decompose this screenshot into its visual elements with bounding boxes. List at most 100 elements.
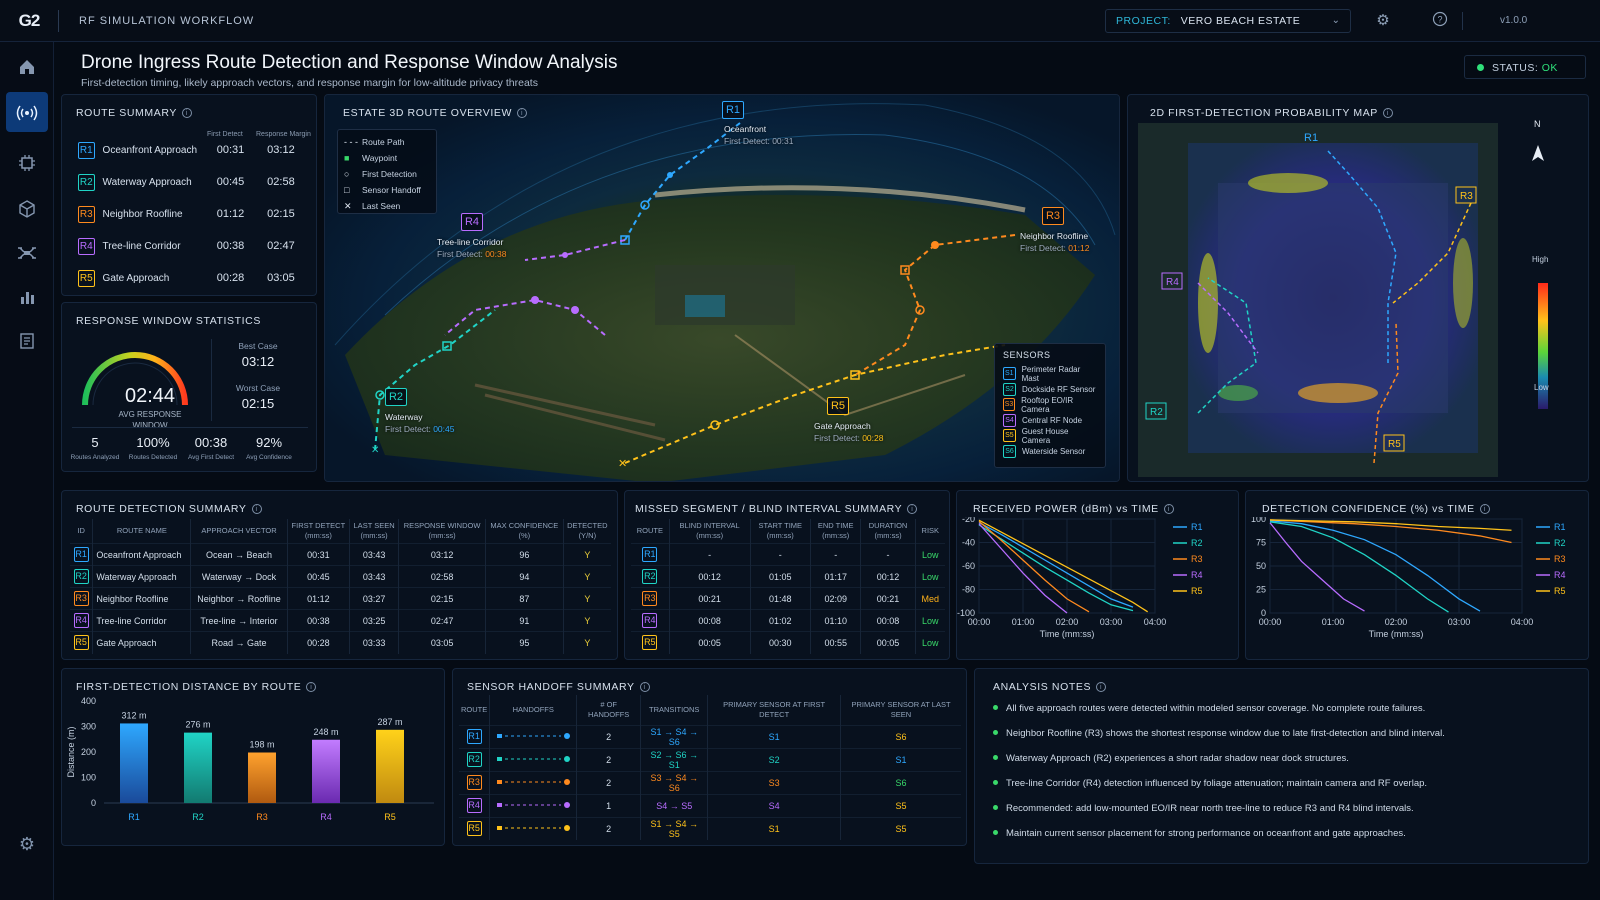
route-summary-row[interactable]: R1 Oceanfront Approach 00:31 03:12 bbox=[78, 137, 310, 163]
table-row[interactable]: R1 - - - - Low bbox=[631, 543, 945, 566]
bar-value-label: 312 m bbox=[121, 710, 146, 720]
cube-icon[interactable] bbox=[6, 188, 48, 228]
x-tick-label: 01:00 bbox=[1322, 617, 1345, 627]
transitions: S1 → S4 → S5 bbox=[640, 816, 709, 840]
column-header: RESPONSE WINDOW (mm:ss) bbox=[398, 519, 487, 544]
approach-vector: Neighbor → Roofline bbox=[190, 587, 288, 610]
info-icon[interactable]: i bbox=[251, 504, 262, 514]
table-row[interactable]: R5 Gate Approach Road → Gate 00:28 03:33… bbox=[70, 631, 611, 654]
panel-title: SENSOR HANDOFF SUMMARY i bbox=[467, 681, 650, 693]
approach-vector: Tree-line → Interior bbox=[190, 609, 288, 632]
sensor-item[interactable]: S1 Perimeter Radar Mast bbox=[1003, 365, 1097, 383]
rf-signal-icon[interactable] bbox=[6, 92, 48, 132]
route-name: Tree-line Corridor bbox=[92, 609, 192, 632]
info-icon[interactable]: i bbox=[1163, 504, 1174, 514]
missed-segment-table: ROUTE BLIND INTERVAL (mm:ss) START TIME (mm:… bbox=[631, 519, 945, 654]
help-icon[interactable]: ? bbox=[1430, 11, 1450, 31]
legend-item: ✕ Last Seen bbox=[344, 198, 430, 214]
table-row[interactable]: R2 00:12 01:05 01:17 00:12 Low bbox=[631, 565, 945, 588]
note-text: All five approach routes were detected w… bbox=[1006, 703, 1426, 714]
table-row[interactable]: R2 Waterway Approach Waterway → Dock 00:… bbox=[70, 565, 611, 588]
legend-symbol-icon: ■ bbox=[344, 153, 350, 163]
route-summary-row[interactable]: R4 Tree-line Corridor 00:38 02:47 bbox=[78, 233, 310, 259]
route-summary-row[interactable]: R3 Neighbor Roofline 01:12 02:15 bbox=[78, 201, 310, 227]
info-icon[interactable]: i bbox=[181, 108, 192, 118]
route-badge: R4 bbox=[73, 613, 89, 628]
first-detect-value: 01:12 bbox=[216, 208, 245, 220]
handoff-sequence-icon bbox=[489, 747, 578, 771]
risk-level: Low bbox=[915, 543, 945, 566]
table-row[interactable]: R4 Tree-line Corridor Tree-line → Interi… bbox=[70, 609, 611, 632]
first-detect-value: 00:38 bbox=[216, 240, 245, 252]
route-summary-row[interactable]: R2 Waterway Approach 00:45 02:58 bbox=[78, 169, 310, 195]
table-row[interactable]: R5 2 S1 → S4 → S5 S1 S5 bbox=[459, 816, 961, 840]
table-row[interactable]: R3 00:21 01:48 02:09 00:21 Med bbox=[631, 587, 945, 610]
home-icon[interactable] bbox=[6, 46, 48, 86]
table-row[interactable]: R4 00:08 01:02 01:10 00:08 Low bbox=[631, 609, 945, 632]
route-name: Oceanfront Approach bbox=[102, 144, 198, 156]
info-icon[interactable]: i bbox=[639, 682, 650, 692]
sensor-item[interactable]: S4 Central RF Node bbox=[1003, 413, 1097, 429]
sensor-item[interactable]: S6 Waterside Sensor bbox=[1003, 444, 1097, 460]
svg-text:✕: ✕ bbox=[371, 445, 379, 456]
route-badge: R3 bbox=[466, 775, 482, 790]
map-legend: - - - Route Path ■ Waypoint ○ First Detection… bbox=[337, 129, 437, 214]
bar-chart-icon[interactable] bbox=[6, 276, 48, 316]
table-row[interactable]: R5 00:05 00:30 00:55 00:05 Low bbox=[631, 631, 945, 654]
duration: 00:12 bbox=[860, 565, 916, 588]
settings-gear-icon[interactable]: ⚙ bbox=[18, 834, 36, 854]
route-badge-r5[interactable]: R5 bbox=[827, 397, 849, 415]
series-line-r3 bbox=[978, 520, 1090, 613]
series-line-r1 bbox=[978, 521, 1134, 608]
table-row[interactable]: R3 Neighbor Roofline Neighbor → Roofline… bbox=[70, 587, 611, 610]
blind-interval: - bbox=[669, 543, 751, 566]
table-row[interactable]: R1 2 S1 → S4 → S6 S1 S6 bbox=[459, 724, 961, 748]
route-badge: R2 bbox=[466, 752, 482, 767]
route-paths: ✕ ✕ bbox=[371, 122, 1016, 470]
route-badge-r1[interactable]: R1 bbox=[722, 101, 744, 119]
sensor-item[interactable]: S2 Dockside RF Sensor bbox=[1003, 382, 1097, 398]
route-badge-r3[interactable]: R3 bbox=[1042, 207, 1064, 225]
settings-gear-icon[interactable]: ⚙ bbox=[1376, 12, 1390, 29]
probability-heatmap[interactable]: R1 R3 R4 R2 R5 bbox=[1138, 123, 1578, 477]
drone-icon[interactable] bbox=[6, 232, 48, 272]
north-label: N bbox=[1534, 119, 1541, 129]
response-margin-value: 02:15 bbox=[267, 208, 295, 220]
legend-symbol-icon: □ bbox=[344, 185, 350, 195]
table-row[interactable]: R3 2 S3 → S4 → S6 S3 S6 bbox=[459, 770, 961, 794]
info-icon[interactable]: i bbox=[1096, 682, 1107, 692]
info-icon[interactable]: i bbox=[907, 504, 918, 514]
series-line-r5 bbox=[1269, 519, 1512, 531]
table-row[interactable]: R2 2 S2 → S6 → S1 S2 S1 bbox=[459, 747, 961, 771]
response-window: 02:47 bbox=[398, 609, 487, 632]
scale-low-label: Low bbox=[1534, 383, 1549, 392]
table-row[interactable]: R1 Oceanfront Approach Ocean → Beach 00:… bbox=[70, 543, 611, 566]
info-icon[interactable]: i bbox=[306, 682, 317, 692]
estate-3d-view[interactable]: ✕ ✕ ESTATE 3D ROUTE OVERVIEW i - - - Route… bbox=[325, 95, 1119, 481]
project-select[interactable]: PROJECT: VERO BEACH ESTATE ⌄ bbox=[1105, 9, 1351, 33]
report-icon[interactable] bbox=[6, 320, 48, 360]
panel-title: ANALYSIS NOTES i bbox=[993, 681, 1107, 693]
route-summary-row[interactable]: R5 Gate Approach 00:28 03:05 bbox=[78, 265, 310, 291]
route-badge-r4[interactable]: R4 bbox=[461, 213, 483, 231]
route-name: Waterway Approach bbox=[102, 176, 192, 188]
info-icon[interactable]: i bbox=[1382, 108, 1393, 118]
sensors-title: SENSORS bbox=[1003, 350, 1051, 360]
chip-icon[interactable] bbox=[6, 142, 48, 182]
note-text: Recommended: add low-mounted EO/IR near … bbox=[1006, 803, 1414, 814]
info-icon[interactable]: i bbox=[1479, 504, 1490, 514]
info-icon[interactable]: i bbox=[517, 108, 528, 118]
column-header: LAST SEEN (mm:ss) bbox=[349, 519, 400, 544]
blind-interval: 00:21 bbox=[669, 587, 751, 610]
column-header: PRIMARY SENSOR AT FIRST DETECT bbox=[707, 695, 841, 725]
sensor-item[interactable]: S3 Rooftop EO/IR Camera bbox=[1003, 396, 1097, 414]
route-badge-r2[interactable]: R2 bbox=[385, 388, 407, 406]
duration: - bbox=[860, 543, 916, 566]
sensor-name: Dockside RF Sensor bbox=[1022, 384, 1096, 394]
y-tick-label: -60 bbox=[962, 561, 975, 571]
legend-label: R1 bbox=[1191, 522, 1203, 532]
summary-stat: 92% Avg Confidence bbox=[240, 435, 298, 461]
column-header: START TIME (mm:ss) bbox=[750, 519, 811, 544]
sensor-item[interactable]: S5 Guest House Camera bbox=[1003, 427, 1097, 445]
table-row[interactable]: R4 1 S4 → S5 S4 S5 bbox=[459, 793, 961, 817]
